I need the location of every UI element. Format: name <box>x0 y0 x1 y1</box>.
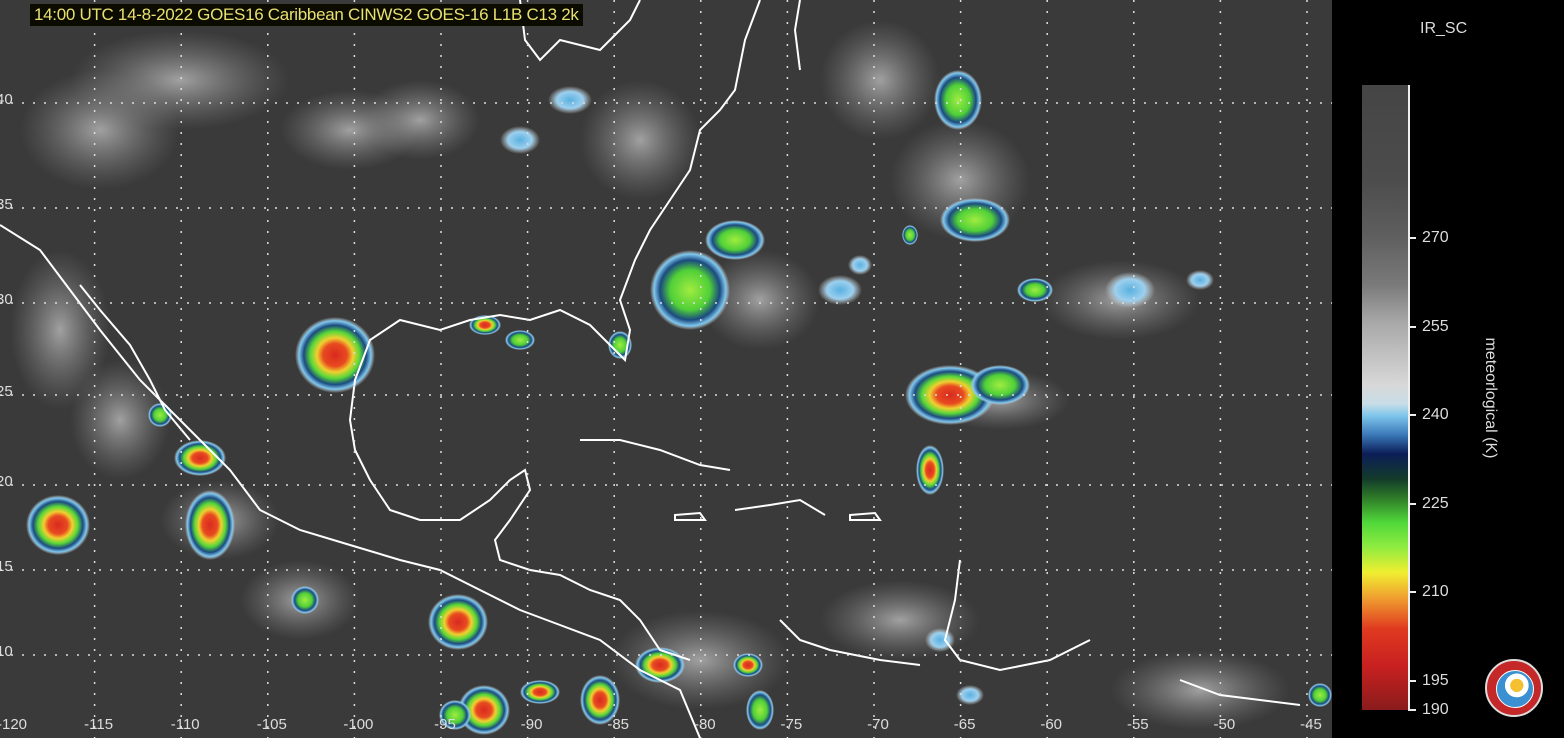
satellite-map: 14:00 UTC 14-8-2022 GOES16 Caribbean CIN… <box>0 0 1332 738</box>
colorbar-tick-label: 210 <box>1422 583 1449 600</box>
latitude-label: 25 <box>0 383 13 400</box>
convective-cloud <box>458 685 510 735</box>
colorbar-tick-label: 270 <box>1422 229 1449 246</box>
coastline <box>793 0 801 71</box>
convective-cloud <box>1186 270 1214 290</box>
image-title: 14:00 UTC 14-8-2022 GOES16 Caribbean CIN… <box>30 4 583 26</box>
convective-cloud <box>26 495 90 555</box>
coastline <box>1179 679 1301 706</box>
longitude-label: -100 <box>343 716 374 733</box>
colorbar-tick-label: 240 <box>1422 406 1449 423</box>
colorbar-unit-label: meteorlogical (K) <box>1482 337 1499 459</box>
coastline <box>580 439 731 471</box>
colorbar <box>1362 85 1408 710</box>
latitude-label: 10 <box>0 643 13 660</box>
convective-cloud <box>1017 278 1053 302</box>
longitude-label: -50 <box>1213 716 1236 733</box>
longitude-label: -105 <box>256 716 287 733</box>
colorbar-tick <box>1410 709 1416 711</box>
convective-cloud <box>295 317 375 393</box>
latitude-label: 30 <box>0 291 13 308</box>
cloud-area <box>610 610 790 710</box>
longitude-label: -90 <box>520 716 543 733</box>
coastline <box>0 224 701 738</box>
colorbar-tick-label: 195 <box>1422 671 1449 689</box>
convective-cloud <box>174 440 226 476</box>
colorbar-tick <box>1410 591 1416 593</box>
colorbar-tick <box>1410 414 1416 416</box>
weather-service-logo <box>1485 659 1543 717</box>
convective-cloud <box>580 675 620 725</box>
latitude-label: 35 <box>0 196 13 213</box>
coastline <box>519 0 641 62</box>
coastline <box>348 0 761 661</box>
convective-cloud <box>500 126 540 154</box>
convective-cloud <box>902 225 918 245</box>
map-layers <box>0 0 1332 738</box>
convective-cloud <box>940 198 1010 242</box>
longitude-label: -55 <box>1126 716 1149 733</box>
colorbar-tick-label: 225 <box>1422 494 1449 512</box>
coastline <box>674 511 707 521</box>
longitude-label: -85 <box>607 716 630 733</box>
colorbar-tick <box>1410 502 1416 505</box>
cloud-area <box>360 80 480 160</box>
coastline <box>849 511 882 521</box>
longitude-label: -110 <box>170 716 200 733</box>
coastline <box>79 284 191 441</box>
longitude-label: -45 <box>1300 716 1322 733</box>
longitude-label: -75 <box>780 716 803 733</box>
convective-cloud <box>505 330 535 350</box>
cloud-area <box>70 30 290 130</box>
colorbar-tick-label: 190 <box>1422 701 1449 718</box>
convective-cloud <box>733 653 763 677</box>
convective-cloud <box>548 86 592 114</box>
convective-cloud <box>635 647 685 683</box>
convective-cloud <box>705 220 765 260</box>
convective-cloud <box>1308 683 1332 707</box>
convective-cloud <box>746 690 774 730</box>
colorbar-tick-label: 255 <box>1422 317 1449 335</box>
convective-cloud <box>956 685 984 705</box>
latitude-label: 40 <box>0 91 13 108</box>
colorbar-tick <box>1410 325 1416 328</box>
cloud-area <box>1110 650 1290 730</box>
cloud-area <box>580 80 700 200</box>
convective-cloud <box>970 365 1030 405</box>
convective-cloud <box>185 490 235 560</box>
coastline <box>779 619 921 666</box>
longitude-label: -80 <box>693 716 716 733</box>
convective-cloud <box>818 275 862 305</box>
colorbar-tick <box>1410 237 1416 239</box>
longitude-label: -65 <box>953 716 976 733</box>
colorbar-tick <box>1410 679 1416 682</box>
longitude-label: -70 <box>867 716 889 733</box>
colorbar-axis <box>1408 85 1410 711</box>
convective-cloud <box>291 586 319 614</box>
convective-cloud <box>650 250 730 330</box>
convective-cloud <box>916 445 944 495</box>
convective-cloud <box>848 255 872 275</box>
convective-cloud <box>469 315 501 335</box>
convective-cloud <box>1105 272 1155 308</box>
cloud-area <box>820 20 940 140</box>
cloud-area <box>700 250 820 350</box>
latitude-label: 20 <box>0 473 13 490</box>
latitude-label: 15 <box>0 558 13 575</box>
convective-cloud <box>428 594 488 650</box>
cloud-area <box>70 360 170 480</box>
convective-cloud <box>148 403 172 427</box>
convective-cloud <box>934 70 982 130</box>
convective-cloud <box>520 680 560 704</box>
longitude-label: -60 <box>1040 716 1063 733</box>
colorbar-title: IR_SC <box>1420 20 1468 37</box>
convective-cloud <box>439 700 471 730</box>
coastline <box>734 498 826 516</box>
longitude-label: -120 <box>0 716 28 733</box>
longitude-label: -115 <box>84 716 114 733</box>
longitude-label: -95 <box>434 716 456 733</box>
